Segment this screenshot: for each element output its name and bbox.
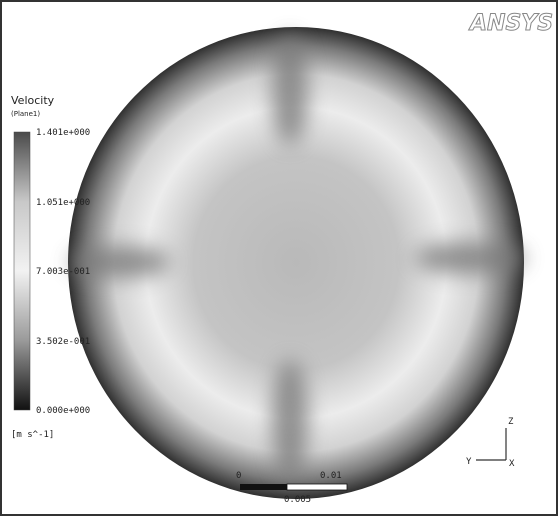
- legend-tick: 0.000e+000: [36, 406, 90, 416]
- triad-y: Y: [466, 457, 472, 467]
- triad-z: Z: [508, 417, 514, 427]
- legend-title: Velocity: [11, 94, 55, 107]
- scale-middle: 0.005: [284, 495, 311, 505]
- screenshot: ANSYS Velocity (Plane1) 1.401e+000 1.051…: [0, 0, 558, 516]
- scale-bar: [240, 484, 347, 490]
- scale-start: 0: [236, 471, 241, 481]
- color-bar: [14, 132, 30, 410]
- scale-end: 0.01: [320, 471, 342, 481]
- legend-tick: 3.502e-001: [36, 337, 90, 347]
- legend-tick: 7.003e-001: [36, 267, 90, 277]
- contour-plot: [68, 27, 525, 499]
- legend-units: [m s^-1]: [11, 430, 54, 440]
- logo: ANSYS: [468, 11, 553, 36]
- legend-tick: 1.051e+000: [36, 198, 90, 208]
- legend-subtitle: (Plane1): [11, 110, 40, 118]
- triad-x: X: [509, 459, 515, 469]
- legend-tick: 1.401e+000: [36, 128, 90, 138]
